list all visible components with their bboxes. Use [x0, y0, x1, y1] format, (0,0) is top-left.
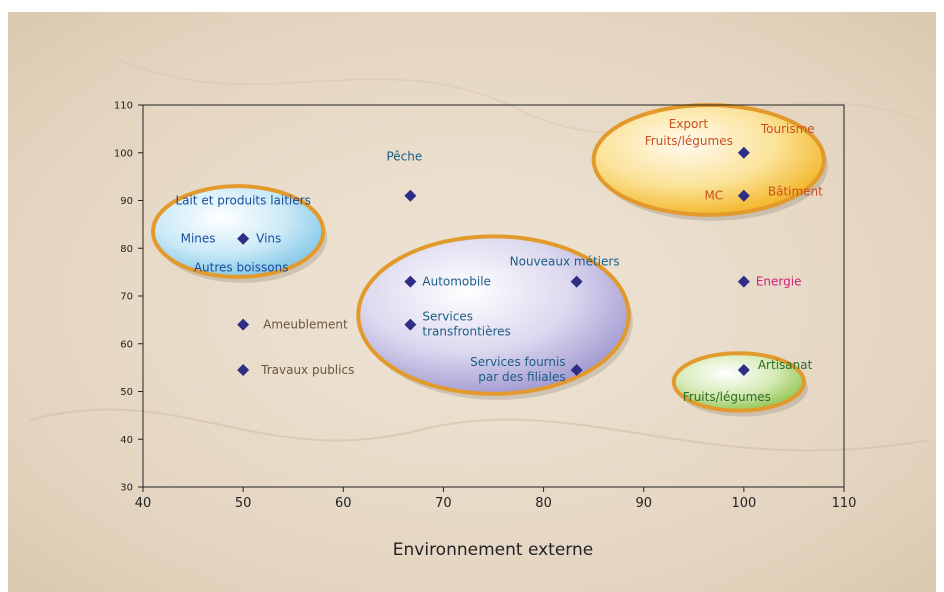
cluster-ellipses	[151, 103, 828, 417]
cluster-ellipse-dairy	[151, 184, 326, 279]
point-label: Vins	[256, 232, 281, 246]
point-label: Services fournis par des filiales	[470, 355, 566, 384]
y-tick-label: 110	[114, 101, 133, 112]
y-tick-label: 100	[114, 148, 133, 159]
y-tick-label: 70	[120, 292, 133, 303]
annotation-label: Lait et produits laitiers	[175, 194, 310, 208]
point-label: Ameublement	[263, 318, 348, 332]
point-label: Services transfrontières	[422, 310, 510, 339]
data-point-marker	[237, 232, 250, 245]
annotation-label: MC	[704, 189, 723, 203]
y-tick-label: 60	[120, 339, 133, 350]
data-point-marker	[737, 189, 750, 202]
x-tick-label: 50	[235, 496, 252, 511]
annotation-label: Export	[669, 117, 709, 131]
point-label: Tourisme	[760, 122, 815, 136]
point-labels: Vins Ameublement Travaux publics Pêche Autom…	[175, 117, 823, 404]
cluster-ellipse-tech	[356, 234, 631, 396]
annotation-label: Fruits/légumes	[645, 134, 733, 148]
data-point-marker	[737, 146, 750, 159]
data-point-marker	[570, 364, 583, 377]
x-tick-label: 80	[535, 496, 552, 511]
data-points	[237, 146, 750, 377]
data-point-marker	[737, 364, 750, 377]
x-axis-label: Environnement externe	[393, 540, 593, 560]
data-point-marker	[570, 275, 583, 288]
cluster-ellipse-artisan	[671, 351, 806, 413]
point-label: Pêche	[386, 150, 422, 164]
x-tick-label: 70	[435, 496, 452, 511]
data-point-marker	[404, 318, 417, 331]
y-tick-label: 40	[120, 435, 133, 446]
point-label: Bâtiment	[768, 185, 823, 199]
data-point-marker	[404, 189, 417, 202]
annotation-label: Autres boissons	[194, 260, 289, 274]
x-tick-label: 40	[135, 496, 152, 511]
marble-vein	[29, 408, 931, 452]
y-tick-label: 50	[120, 387, 133, 398]
y-tick-label: 80	[120, 244, 133, 255]
annotation-label: Fruits/légumes	[683, 390, 771, 404]
point-label: Artisanat	[758, 358, 813, 372]
point-label: Energie	[756, 275, 802, 289]
y-tick-label: 30	[120, 483, 133, 494]
data-point-marker	[737, 275, 750, 288]
point-label: Nouveaux métiers	[510, 255, 620, 269]
y-tick-label: 90	[120, 196, 133, 207]
x-tick-label: 100	[731, 496, 756, 511]
annotation-label: Mines	[181, 232, 216, 246]
data-point-marker	[237, 364, 250, 377]
point-label: Automobile	[422, 275, 491, 289]
x-tick-label: 90	[635, 496, 652, 511]
data-point-marker	[237, 318, 250, 331]
data-point-marker	[404, 275, 417, 288]
point-label: Travaux publics	[260, 363, 354, 377]
x-tick-label: 60	[335, 496, 352, 511]
x-tick-label: 110	[832, 496, 857, 511]
